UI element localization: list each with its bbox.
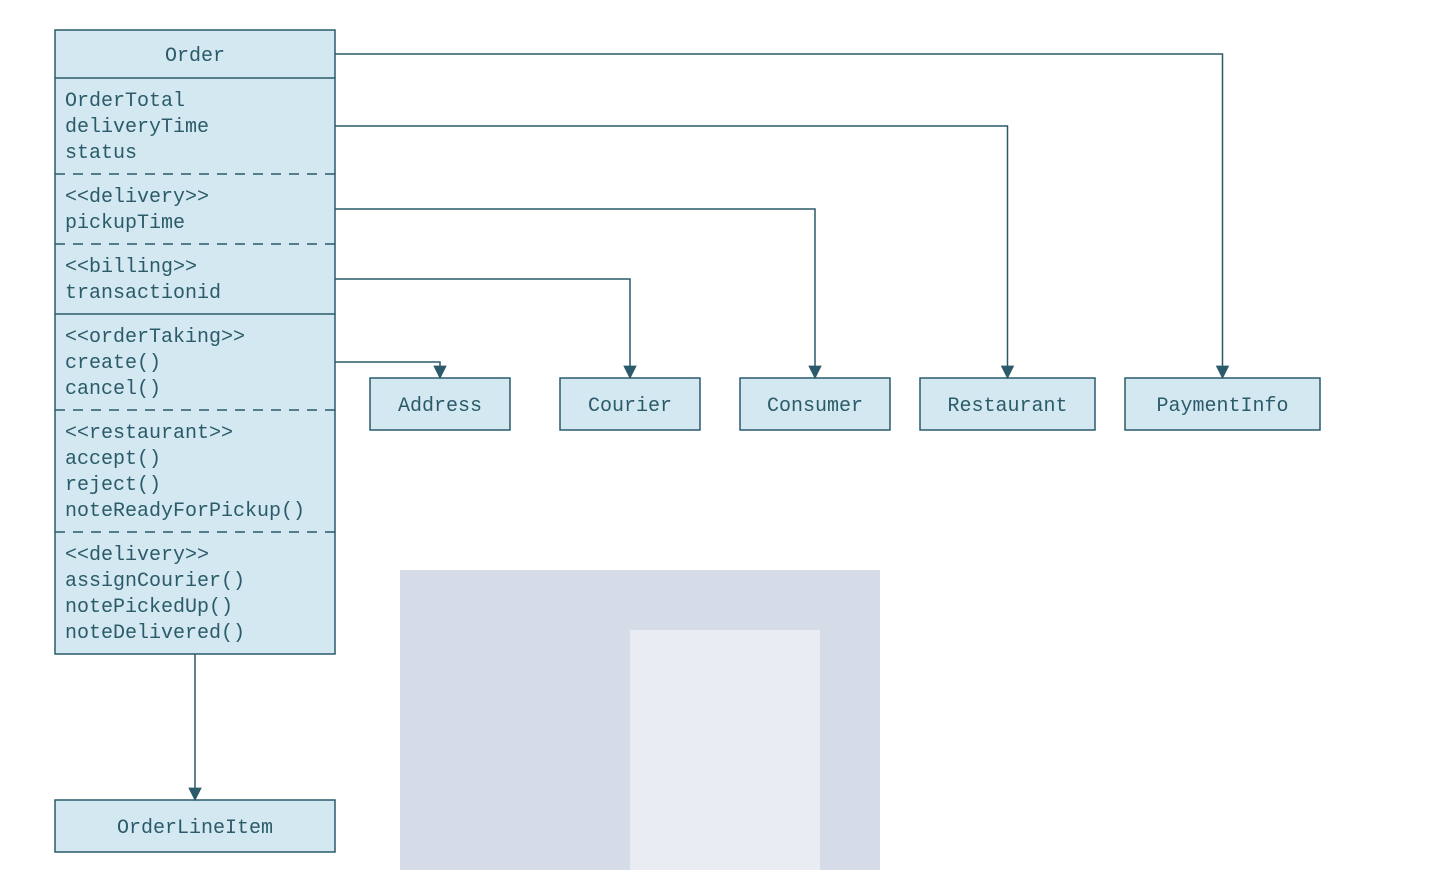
class-label: OrderLineItem <box>117 817 273 840</box>
edge-order-restaurant <box>335 126 1008 378</box>
class-order-line: noteDelivered() <box>65 622 245 645</box>
class-order-line: <<restaurant>> <box>65 422 233 445</box>
class-order-line: <<orderTaking>> <box>65 326 245 349</box>
edge-order-courier <box>335 279 630 378</box>
class-order-line: create() <box>65 352 161 375</box>
class-order-line: cancel() <box>65 378 161 401</box>
class-order-line: status <box>65 142 137 165</box>
class-order-line: reject() <box>65 474 161 497</box>
class-order-line: <<delivery>> <box>65 544 209 567</box>
edge-order-paymentinfo <box>335 54 1223 378</box>
class-label: Consumer <box>767 395 863 418</box>
class-order-line: noteReadyForPickup() <box>65 500 305 523</box>
class-order-line: OrderTotal <box>65 90 185 113</box>
class-consumer: Consumer <box>740 378 890 430</box>
class-label: PaymentInfo <box>1156 395 1288 418</box>
class-order-title: Order <box>165 45 225 68</box>
class-label: Address <box>398 395 482 418</box>
class-order: Order OrderTotal deliveryTime status <<deliv… <box>55 30 335 654</box>
class-paymentinfo: PaymentInfo <box>1125 378 1320 430</box>
class-order-line: pickupTime <box>65 212 185 235</box>
class-order-line: <<delivery>> <box>65 186 209 209</box>
class-courier: Courier <box>560 378 700 430</box>
class-order-line: deliveryTime <box>65 116 209 139</box>
class-label: Restaurant <box>947 395 1067 418</box>
class-label: Courier <box>588 395 672 418</box>
class-restaurant: Restaurant <box>920 378 1095 430</box>
watermark <box>400 570 880 870</box>
class-order-line: transactionid <box>65 282 221 305</box>
class-order-line: notePickedUp() <box>65 596 233 619</box>
class-orderlineitem: OrderLineItem <box>55 800 335 852</box>
class-address: Address <box>370 378 510 430</box>
class-order-line: accept() <box>65 448 161 471</box>
class-order-line: assignCourier() <box>65 570 245 593</box>
class-order-line: <<billing>> <box>65 256 197 279</box>
edge-order-address <box>335 362 440 378</box>
edge-order-consumer <box>335 209 815 378</box>
